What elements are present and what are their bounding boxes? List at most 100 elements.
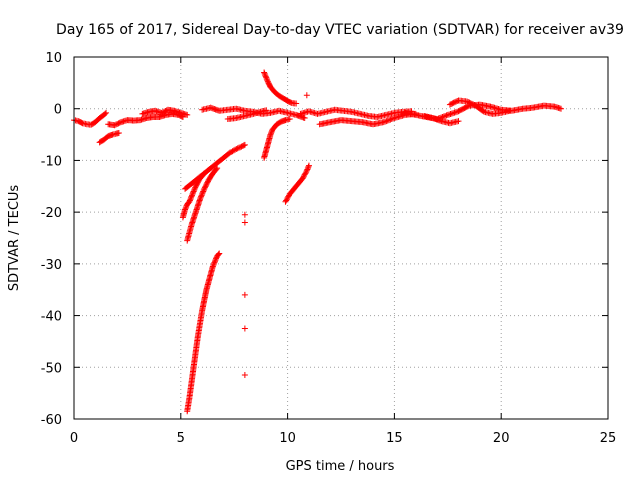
- data-point-track-descending-3: [200, 188, 207, 195]
- data-point-track-steep: [210, 260, 217, 267]
- data-point-track-arc-9h: [263, 75, 270, 82]
- data-point-track-9h-drop: [268, 128, 275, 135]
- data-point-track-late-5: [455, 118, 462, 125]
- data-point-track-late-2: [388, 116, 395, 123]
- data-point-track-early-3: [114, 121, 121, 128]
- data-point-track-descending-2: [230, 147, 237, 154]
- data-point-track-descending-1: [182, 206, 189, 213]
- data-point-track-arc-9h: [261, 70, 268, 77]
- data-point-track-descending-3: [201, 184, 208, 191]
- x-tick-label: 25: [600, 431, 617, 446]
- data-point-track-descending-1: [188, 193, 195, 200]
- data-point-track-late-2: [390, 115, 397, 122]
- data-point-track-arc-9h: [293, 100, 300, 107]
- data-point-track-early-4: [161, 108, 168, 115]
- data-point-track-early-1: [103, 109, 110, 116]
- data-point-track-descending-3: [200, 187, 207, 194]
- data-point-track-10h-rise: [283, 197, 290, 204]
- data-point-track-descending-3: [214, 165, 221, 172]
- data-point-track-descending-1: [187, 194, 194, 201]
- data-point-track-descending-1: [191, 185, 198, 192]
- data-point-track-descending-2: [237, 144, 244, 151]
- data-point-track-10h-rise: [301, 171, 308, 178]
- plot-frame: [73, 56, 609, 420]
- data-point-track-9h-drop: [268, 130, 275, 137]
- data-point-track-descending-3: [197, 194, 204, 201]
- data-point-track-descending-3: [203, 180, 210, 187]
- data-point-track-descending-3: [201, 185, 208, 192]
- data-point-track-early-4: [158, 109, 165, 116]
- data-point-track-10h-rise: [300, 172, 307, 179]
- data-point-track-10h-rise: [304, 165, 311, 172]
- data-point-track-early-3: [112, 121, 119, 128]
- y-tick-label: -10: [41, 154, 62, 169]
- data-point-track-late-2: [383, 118, 390, 125]
- y-tick-label: -60: [41, 413, 62, 428]
- data-point-track-10h-rise: [284, 194, 291, 201]
- data-point-track-late-3: [558, 105, 565, 112]
- data-point-track-late-3: [443, 112, 450, 119]
- y-tick-label: -50: [41, 361, 62, 376]
- data-point-track-descending-3: [198, 193, 205, 200]
- data-point-track-early-2: [115, 130, 122, 137]
- x-tick-label: 5: [177, 431, 185, 446]
- data-point-track-early-4: [159, 109, 166, 116]
- x-axis-label: GPS time / hours: [286, 459, 395, 474]
- x-tick-label: 0: [70, 431, 78, 446]
- data-point-track-9h-drop: [267, 131, 274, 138]
- y-tick-label: -20: [41, 206, 62, 221]
- data-point-track-steep: [211, 258, 218, 265]
- data-point-isolated-points: [241, 291, 248, 298]
- y-tick-label: 0: [54, 103, 62, 118]
- data-point-track-arc-9h: [262, 73, 269, 80]
- data-point-track-descending-3: [197, 196, 204, 203]
- data-point-track-late-2: [387, 116, 394, 123]
- data-point-track-late-2: [380, 119, 387, 126]
- data-point-track-descending-1: [187, 196, 194, 203]
- data-point-track-early-3: [111, 122, 118, 129]
- data-point-track-descending-1: [189, 192, 196, 199]
- data-point-isolated-point-upper: [303, 92, 310, 99]
- data-point-track-early-3: [116, 119, 123, 126]
- data-point-track-10h-rise: [304, 166, 311, 173]
- data-point-track-descending-1: [190, 188, 197, 195]
- data-point-isolated-points: [241, 211, 248, 218]
- data-point-track-late-3: [442, 112, 449, 119]
- data-point-track-10h-rise: [285, 193, 292, 200]
- data-point-track-descending-1: [189, 191, 196, 198]
- data-point-isolated-points: [241, 372, 248, 379]
- data-point-track-descending-2: [229, 148, 236, 155]
- data-point-isolated-points: [241, 325, 248, 332]
- data-point-isolated-points: [241, 219, 248, 226]
- data-point-track-late-2: [386, 117, 393, 124]
- data-point-track-early-4: [184, 111, 191, 118]
- data-point-track-steep: [215, 251, 222, 258]
- data-point-track-descending-2: [226, 149, 233, 156]
- y-tick-label: -30: [41, 258, 62, 273]
- data-point-track-mid-noon-1: [301, 115, 308, 122]
- data-point-track-descending-1: [182, 205, 189, 212]
- data-point-track-steep: [216, 250, 223, 257]
- data-point-track-10h-rise: [299, 175, 306, 182]
- data-point-track-early-4: [162, 107, 169, 114]
- data-point-track-10h-rise: [302, 170, 309, 177]
- data-point-track-descending-2: [241, 141, 248, 148]
- data-point-track-descending-2: [235, 144, 242, 151]
- data-points: [71, 69, 565, 415]
- data-point-track-descending-1: [190, 189, 197, 196]
- data-point-track-arc-9h: [262, 72, 269, 79]
- data-point-track-descending-2: [232, 146, 239, 153]
- data-point-track-9h-drop: [286, 116, 293, 123]
- data-point-track-steep: [210, 262, 217, 269]
- data-point-track-10h-rise: [300, 174, 307, 181]
- data-point-track-steep: [212, 256, 219, 263]
- y-tick-label: 10: [45, 51, 62, 66]
- data-point-track-descending-3: [213, 166, 220, 173]
- data-point-track-descending-1: [183, 203, 190, 210]
- data-point-track-10h-rise: [305, 163, 312, 170]
- data-point-track-arc-9h: [264, 77, 271, 84]
- data-point-track-10h-rise: [282, 198, 289, 205]
- data-point-track-late-3: [440, 113, 447, 120]
- data-point-track-descending-3: [202, 183, 209, 190]
